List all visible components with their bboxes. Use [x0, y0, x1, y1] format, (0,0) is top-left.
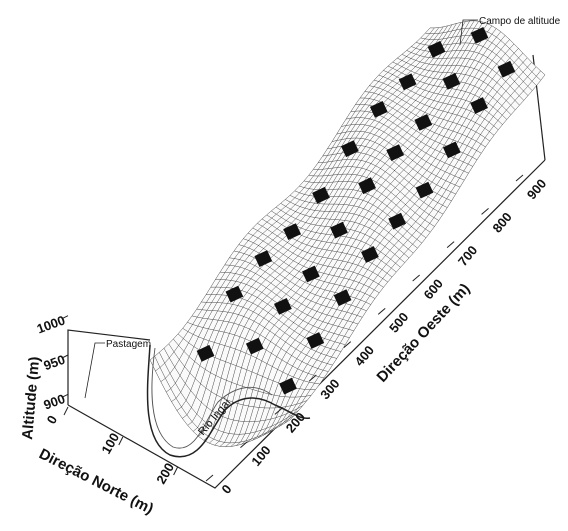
annotation-campo: Campo de altitude — [459, 16, 561, 46]
x-tick-mark — [481, 207, 489, 215]
terrain-mesh — [149, 20, 546, 448]
sample-block — [470, 27, 489, 44]
sample-block — [245, 337, 264, 355]
sample-block — [358, 177, 376, 195]
sample-blocks — [196, 27, 516, 395]
sample-block — [306, 332, 325, 349]
x-tick-mark — [446, 241, 455, 249]
sample-block — [369, 101, 388, 118]
x-tick-mark — [377, 307, 386, 315]
sample-block — [442, 141, 461, 159]
x-tick-label: 700 — [455, 243, 480, 269]
sample-block — [341, 140, 359, 158]
sample-block — [442, 73, 461, 90]
sample-block — [388, 212, 407, 230]
sample-block — [415, 181, 434, 199]
pastagem-label: Pastagem — [106, 339, 151, 350]
sample-block — [279, 377, 297, 395]
sample-block — [386, 144, 405, 161]
sample-block — [497, 60, 516, 78]
x-tick-mark — [274, 407, 283, 415]
x-tick-label: 800 — [489, 209, 514, 235]
y-tick-mark — [63, 406, 69, 416]
y-axis-title: Direção Norte (m) — [36, 445, 156, 517]
x-tick-mark — [412, 274, 420, 282]
river-bank — [151, 347, 273, 449]
back-wall-left — [67, 329, 151, 405]
sample-block — [196, 344, 215, 362]
z-tick-label: 1000 — [35, 312, 67, 336]
sample-block — [254, 250, 273, 267]
y-tick-mark — [173, 466, 179, 476]
x-tick-label: 900 — [524, 176, 549, 202]
x-tick-mark — [205, 474, 214, 482]
x-tick-label: 400 — [352, 343, 377, 369]
x-tick-mark — [343, 341, 352, 349]
base-edges — [67, 159, 546, 489]
sample-block — [283, 223, 301, 240]
campo-label: Campo de altitude — [479, 16, 561, 27]
sample-block — [361, 246, 379, 263]
x-tick-mark — [240, 441, 248, 449]
x-tick-mark — [515, 174, 524, 182]
sample-block — [312, 186, 330, 204]
x-tick-label: 500 — [386, 309, 411, 335]
z-tick-mark — [61, 315, 69, 320]
y-tick-mark — [118, 436, 124, 446]
x-tick-mark — [309, 374, 317, 382]
sample-block — [333, 289, 352, 307]
sample-block — [330, 221, 348, 239]
x-tick-label: 0 — [218, 482, 234, 497]
annotation-pastagem: Pastagem — [84, 339, 151, 399]
z-tick-mark — [61, 354, 69, 359]
sample-block — [225, 285, 244, 303]
sample-block — [427, 40, 446, 58]
sample-block — [274, 298, 292, 315]
x-tick-label: 100 — [248, 443, 273, 469]
sample-block — [398, 73, 417, 91]
z-tick-mark — [61, 393, 69, 398]
sample-block — [414, 114, 433, 131]
sample-block — [470, 97, 488, 114]
y-tick-label: 0 — [44, 413, 61, 427]
sample-block — [302, 265, 320, 283]
river-line — [146, 344, 311, 458]
z-axis-title: Altitude (m) — [19, 356, 43, 440]
z-tick-label: 950 — [42, 352, 68, 374]
z-tick-label: 900 — [42, 391, 68, 413]
